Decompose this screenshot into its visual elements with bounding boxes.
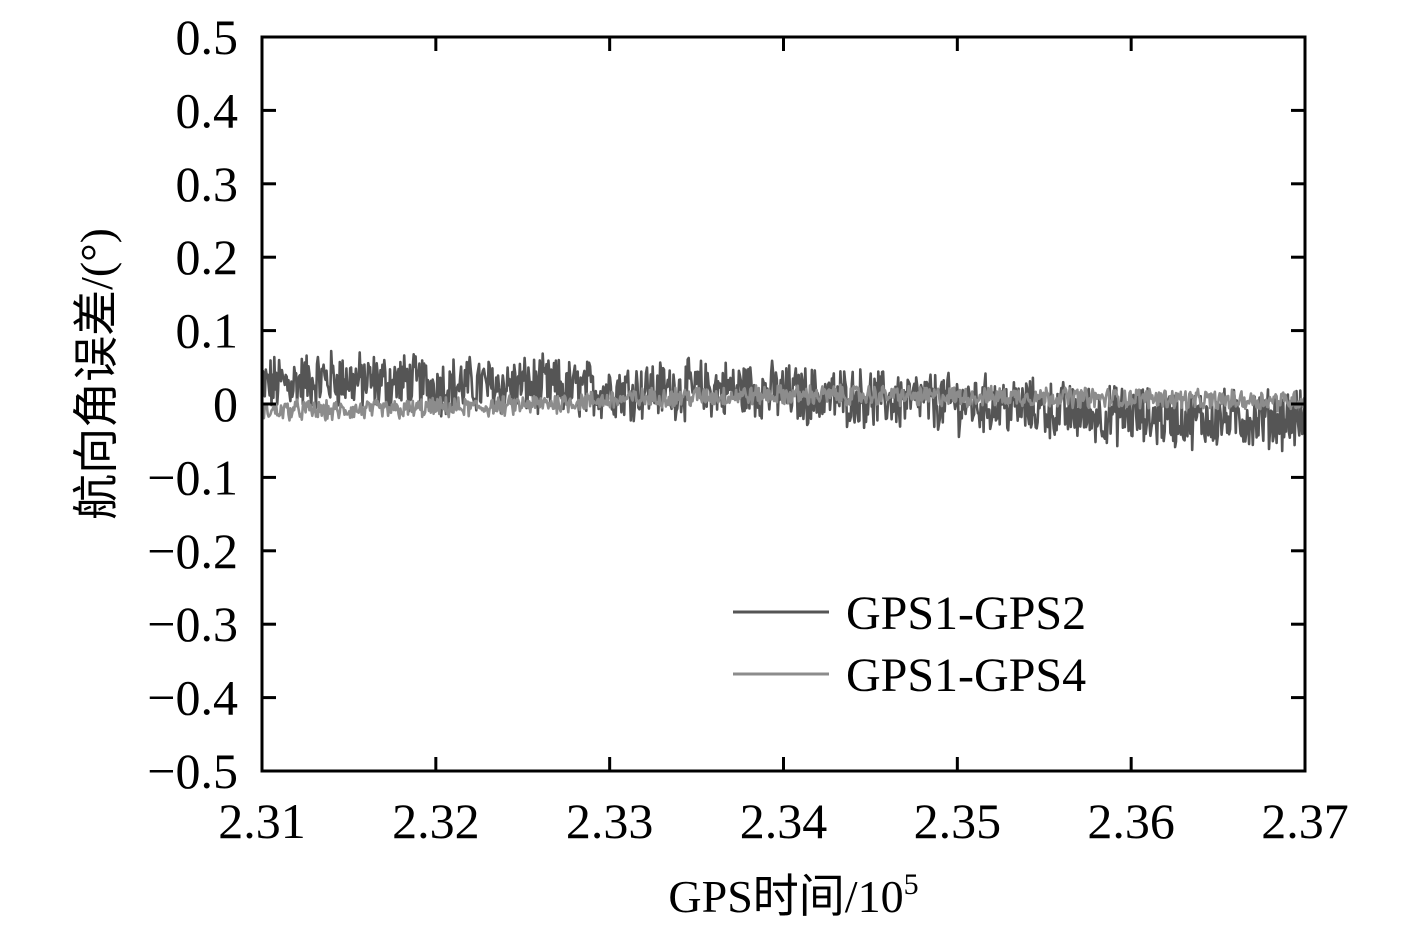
legend-label: GPS1-GPS4 bbox=[846, 649, 1086, 702]
x-tick-label: 2.32 bbox=[392, 793, 480, 849]
series-line-2 bbox=[260, 383, 1307, 422]
x-axis-title-superscript: 5 bbox=[904, 868, 919, 901]
y-tick-label: −0.4 bbox=[147, 670, 238, 726]
y-tick-label: 0.4 bbox=[176, 82, 239, 138]
x-axis-title-main: GPS时间/10 bbox=[668, 871, 903, 922]
y-tick-label: −0.3 bbox=[147, 596, 238, 652]
x-axis-title: GPS时间/105 bbox=[668, 868, 918, 922]
y-tick-label: 0 bbox=[213, 376, 238, 432]
y-axis-title: 航向角误差/(°) bbox=[71, 228, 122, 520]
y-tick-label: 0.1 bbox=[176, 303, 239, 359]
y-tick-label: 0.2 bbox=[176, 229, 239, 285]
legend-label: GPS1-GPS2 bbox=[846, 587, 1086, 640]
y-tick-label: −0.5 bbox=[147, 743, 238, 799]
y-tick-label: 0.5 bbox=[176, 9, 239, 65]
x-tick-label: 2.35 bbox=[914, 793, 1002, 849]
x-tick-label: 2.31 bbox=[218, 793, 306, 849]
y-tick-label: −0.1 bbox=[147, 449, 238, 505]
y-tick-label: −0.2 bbox=[147, 523, 238, 579]
legend: GPS1-GPS2 GPS1-GPS4 bbox=[733, 587, 1086, 702]
x-tick-label: 2.37 bbox=[1261, 793, 1349, 849]
ticks-layer: 0.5 0.4 0.3 0.2 0.1 0 −0.1 −0.2 −0.3 −0.4 −0.52.31… bbox=[147, 9, 1348, 849]
y-tick-label: 0.3 bbox=[176, 156, 239, 212]
x-tick-label: 2.34 bbox=[740, 793, 828, 849]
x-tick-label: 2.36 bbox=[1087, 793, 1175, 849]
x-tick-label: 2.33 bbox=[566, 793, 654, 849]
series-layer bbox=[260, 349, 1307, 453]
